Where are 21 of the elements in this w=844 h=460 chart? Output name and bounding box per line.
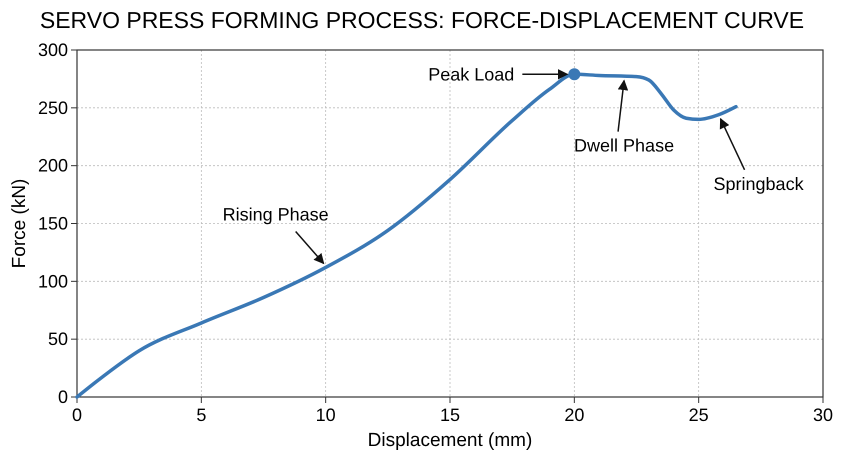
x-tick-label: 15	[440, 405, 460, 425]
annotation: Dwell Phase	[574, 136, 674, 156]
y-tick-label: 300	[38, 40, 68, 60]
annotation: Springback	[714, 174, 805, 194]
y-tick-label: 0	[58, 387, 68, 407]
annotation: Peak Load	[428, 64, 514, 84]
x-tick-label: 20	[564, 405, 584, 425]
y-tick-label: 200	[38, 156, 68, 176]
chart-title: SERVO PRESS FORMING PROCESS: FORCE-DISPLACEMENT CURVE	[40, 7, 804, 33]
y-tick-label: 250	[38, 98, 68, 118]
x-tick-label: 0	[72, 405, 82, 425]
x-tick-label: 5	[196, 405, 206, 425]
y-tick-label: 100	[38, 271, 68, 292]
y-tick-label: 150	[38, 214, 68, 234]
x-tick-label: 30	[812, 405, 834, 425]
y-tick-label: 50	[48, 329, 68, 350]
x-tick-label: 25	[688, 405, 709, 425]
x-axis-title: Displacement (mm)	[368, 430, 532, 451]
annotation: Rising Phase	[222, 204, 329, 224]
x-tick-label: 10	[316, 405, 336, 425]
y-axis-title: Force (kN)	[9, 178, 30, 268]
